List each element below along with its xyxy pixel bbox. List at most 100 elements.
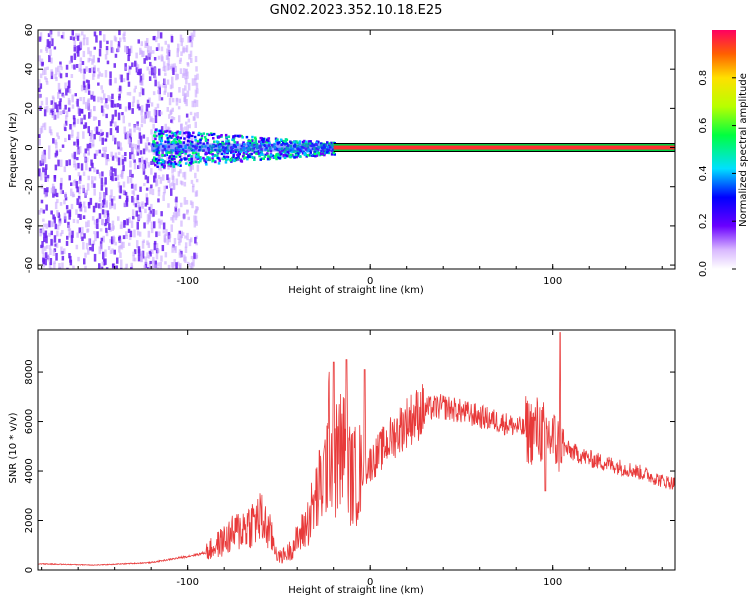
- noise-cell: [157, 43, 160, 51]
- noise-cell: [50, 132, 53, 136]
- y-tick-label: -20: [24, 179, 35, 195]
- noise-cell: [76, 219, 79, 224]
- noise-cell: [44, 230, 48, 238]
- noise-cell: [141, 88, 145, 96]
- noise-cell: [55, 67, 58, 75]
- noise-cell: [54, 164, 58, 171]
- noise-cell: [53, 262, 56, 269]
- band-cell: [258, 151, 262, 154]
- noise-cell: [174, 212, 178, 221]
- noise-cell: [65, 205, 69, 210]
- band-cell: [176, 136, 180, 139]
- noise-cell: [92, 116, 96, 121]
- noise-cell: [46, 178, 49, 182]
- noise-cell: [189, 35, 192, 43]
- noise-cell: [98, 173, 102, 179]
- noise-cell: [84, 87, 88, 93]
- noise-cell: [106, 104, 109, 110]
- band-cell: [224, 151, 227, 154]
- noise-cell: [147, 50, 150, 57]
- noise-cell: [41, 61, 44, 67]
- noise-cell: [91, 139, 95, 147]
- noise-cell: [167, 92, 170, 98]
- band-cell: [211, 157, 214, 160]
- band-cell: [298, 142, 301, 145]
- noise-cell: [140, 87, 143, 94]
- noise-cell: [79, 175, 82, 182]
- noise-cell: [77, 33, 81, 37]
- noise-cell: [128, 122, 131, 127]
- band-cell: [184, 162, 188, 165]
- band-cell: [200, 134, 204, 137]
- noise-cell: [79, 63, 82, 71]
- noise-cell: [129, 45, 133, 54]
- noise-cell: [78, 227, 81, 234]
- band-cell: [204, 151, 208, 155]
- band-cell: [179, 164, 182, 167]
- band-cell: [187, 131, 190, 134]
- noise-cell: [52, 250, 56, 256]
- noise-cell: [132, 96, 136, 103]
- noise-cell: [67, 224, 71, 232]
- noise-cell: [136, 197, 139, 204]
- noise-cell: [121, 112, 124, 116]
- noise-cell: [171, 76, 174, 84]
- band-cell: [162, 161, 165, 164]
- noise-cell: [84, 157, 87, 162]
- noise-cell: [135, 210, 138, 217]
- noise-cell: [126, 176, 130, 184]
- noise-cell: [130, 147, 134, 152]
- band-cell: [191, 161, 195, 164]
- noise-cell: [106, 40, 109, 45]
- noise-cell: [178, 230, 181, 235]
- band-cell: [230, 156, 234, 160]
- noise-cell: [92, 205, 96, 213]
- band-cell: [226, 151, 229, 155]
- noise-cell: [40, 208, 43, 213]
- band-cell: [257, 152, 260, 155]
- noise-cell: [103, 34, 106, 42]
- noise-cell: [160, 111, 163, 115]
- noise-cell: [59, 232, 63, 237]
- band-cell: [174, 150, 178, 153]
- noise-cell: [131, 101, 135, 107]
- band-cell: [157, 151, 161, 154]
- band-cell: [266, 139, 269, 142]
- noise-cell: [136, 268, 139, 269]
- band-cell: [190, 160, 193, 163]
- band-cell: [295, 140, 298, 143]
- noise-cell: [143, 118, 146, 124]
- band-cell: [232, 136, 235, 139]
- noise-cell: [91, 243, 94, 252]
- band-cell: [164, 130, 167, 133]
- noise-cell: [128, 139, 132, 147]
- noise-cell: [61, 262, 64, 269]
- noise-cell: [50, 109, 53, 113]
- noise-cell: [122, 189, 125, 195]
- noise-cell: [147, 242, 151, 248]
- band-cell: [204, 161, 208, 164]
- noise-cell: [139, 47, 142, 55]
- noise-cell: [70, 134, 74, 138]
- noise-cell: [76, 198, 79, 205]
- noise-cell: [152, 91, 156, 96]
- noise-cell: [77, 162, 80, 169]
- noise-cell: [150, 161, 153, 165]
- noise-cell: [112, 235, 115, 244]
- band-cell: [155, 158, 158, 161]
- noise-cell: [118, 236, 121, 241]
- noise-cell: [109, 121, 113, 127]
- band-cell: [158, 135, 161, 138]
- noise-cell: [169, 183, 172, 188]
- noise-cell: [104, 54, 108, 60]
- noise-cell: [129, 129, 132, 136]
- noise-cell: [104, 70, 108, 78]
- noise-cell: [145, 187, 149, 191]
- noise-cell: [52, 214, 55, 220]
- noise-cell: [118, 30, 121, 36]
- noise-cell: [105, 48, 109, 55]
- band-cell: [190, 162, 193, 165]
- band-cell: [200, 137, 204, 140]
- band-cell: [172, 155, 176, 158]
- band-cell: [278, 157, 282, 160]
